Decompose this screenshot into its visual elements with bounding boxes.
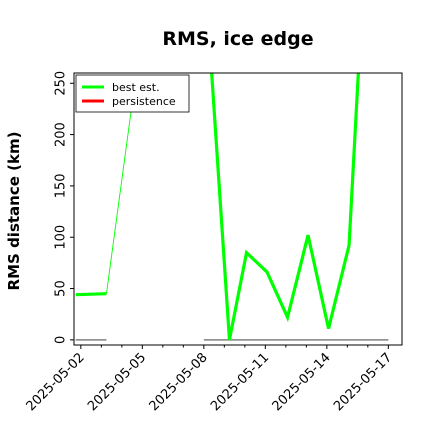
y-tick-label-5: 250 <box>54 71 69 96</box>
legend-box <box>75 74 190 113</box>
plot-border <box>73 72 403 346</box>
legend: best est.persistence <box>75 74 190 113</box>
connector-line-0 <box>106 103 133 294</box>
y-axis-label: RMS distance (km) <box>5 132 23 291</box>
chart-title: RMS, ice edge <box>162 28 313 50</box>
plot-frame <box>73 72 403 346</box>
y-tick-label-4: 200 <box>54 122 69 147</box>
x-tick-label-3: 2025-05-11 <box>208 350 272 414</box>
y-tick-label-2: 100 <box>54 225 69 250</box>
x-tick-label-1: 2025-05-05 <box>85 350 149 414</box>
y-tick-label-0: 0 <box>54 336 69 344</box>
x-tick-label-5: 2025-05-17 <box>331 350 395 414</box>
y-tick-label-1: 50 <box>54 280 69 297</box>
series-0-segment-1 <box>210 73 360 341</box>
x-tick-label-0: 2025-05-02 <box>24 350 88 414</box>
annotations-layer <box>75 103 389 341</box>
series-0-segment-0 <box>75 292 107 297</box>
x-tick-label-2: 2025-05-08 <box>147 350 211 414</box>
legend-label-0: best est. <box>112 81 160 94</box>
series-layer <box>75 73 360 341</box>
legend-label-1: persistence <box>112 95 176 108</box>
x-tick-label-4: 2025-05-14 <box>270 350 334 414</box>
y-axis: 0 50 100 150 200 250 <box>54 71 74 344</box>
y-tick-label-3: 150 <box>54 173 69 198</box>
x-axis: 2025-05-022025-05-052025-05-082025-05-11… <box>24 345 395 414</box>
